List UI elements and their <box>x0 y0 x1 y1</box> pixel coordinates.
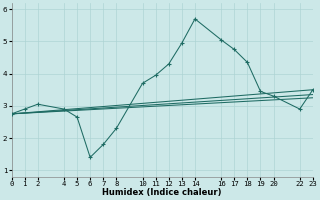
X-axis label: Humidex (Indice chaleur): Humidex (Indice chaleur) <box>102 188 222 197</box>
